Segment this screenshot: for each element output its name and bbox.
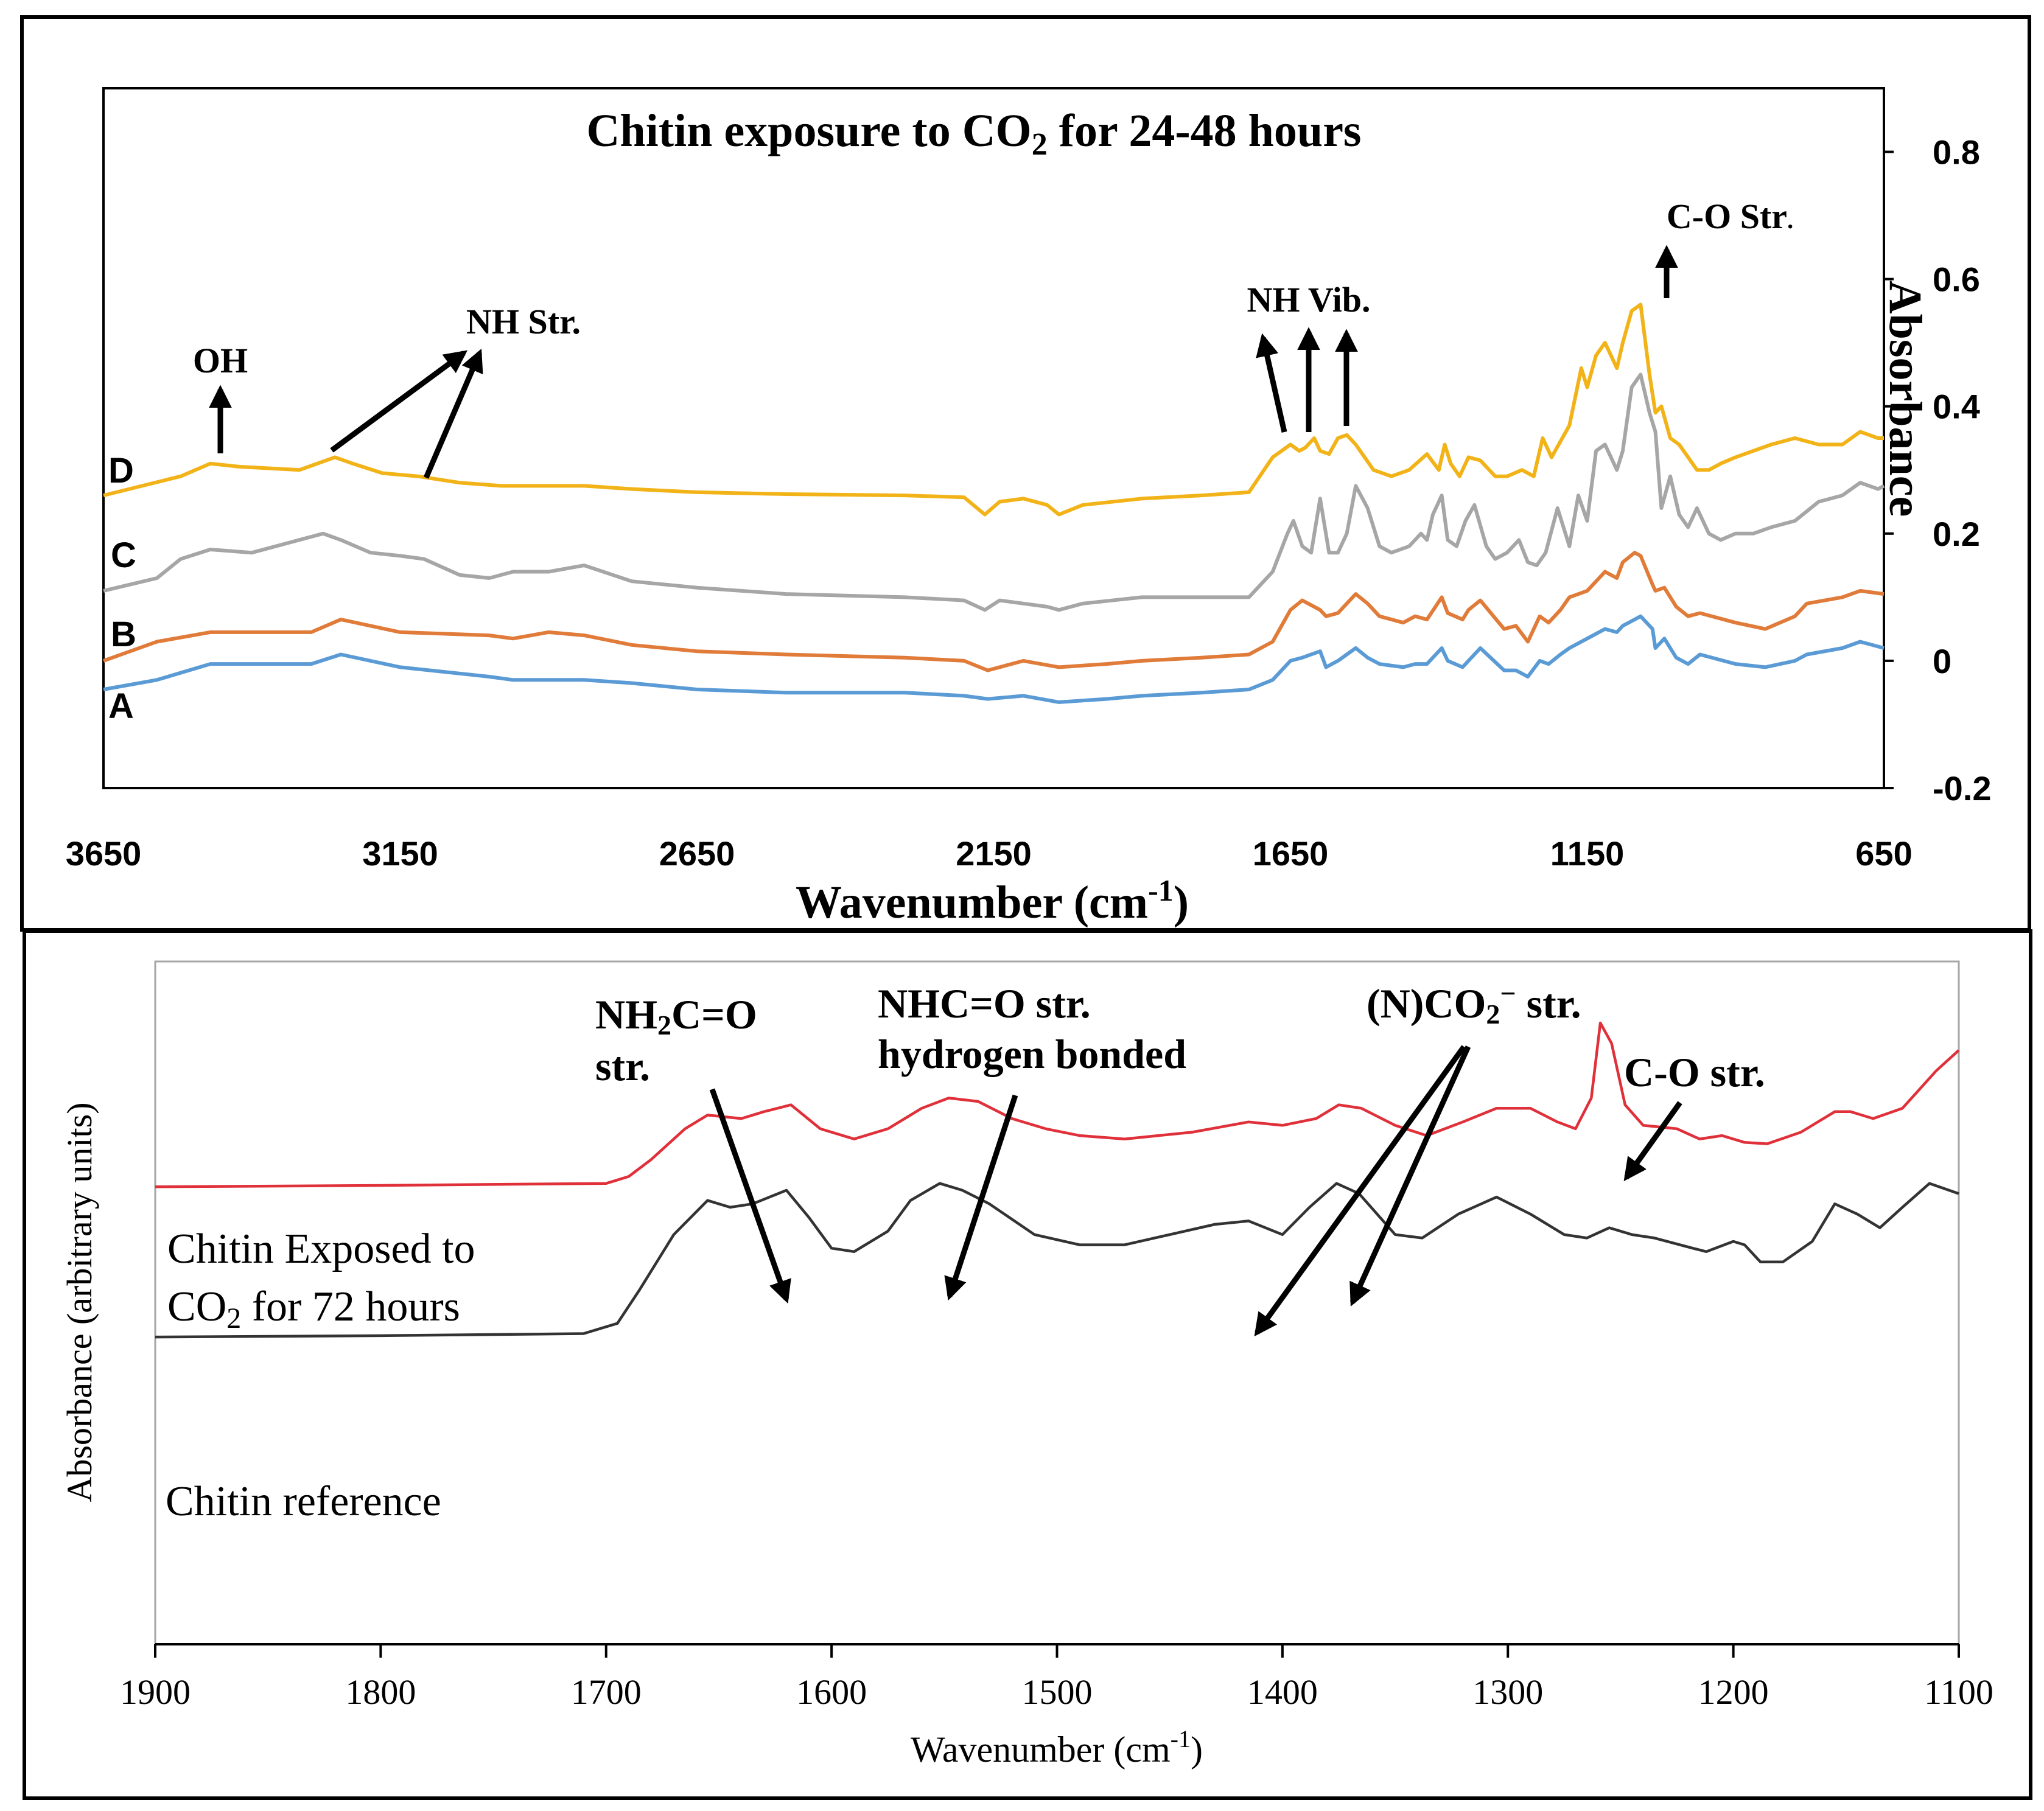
x-tick-label: 650: [1855, 834, 1912, 873]
bottom-series-group: [155, 1021, 1960, 1339]
arrow-nh-vib-1: [1256, 333, 1287, 433]
series-line-a: [103, 614, 1885, 704]
series-label-c: C: [111, 536, 136, 575]
series-label-d: D: [108, 451, 134, 490]
bottom-x-ticks: 1900 1800 1700 1600 1500 1400 1300 1200 1100: [120, 1644, 1993, 1712]
x-tick-label: 1500: [1022, 1672, 1093, 1712]
annotation-co-str: C-O Str.: [1667, 197, 1793, 236]
bottom-x-axis-label: Wavenumber (cm-1): [911, 1725, 1203, 1770]
bottom-y-axis-label: Absorbance (arbitrary units): [60, 1102, 99, 1502]
x-tick-label: 1800: [345, 1672, 416, 1712]
annotation-nh2co-line2: str.: [595, 1043, 650, 1089]
bottom-panel: 1900 1800 1700 1600 1500 1400 1300 1200 1100 Abs…: [23, 929, 2032, 1800]
x-tick-label: 1100: [1924, 1672, 1993, 1712]
annotation-nhco-line1: NHC=O str.: [878, 980, 1091, 1027]
annotation-nh-vib: NH Vib.: [1247, 280, 1370, 319]
label-exposed-line1: Chitin Exposed to: [167, 1226, 475, 1272]
arrow-nh-str-1: [330, 350, 468, 453]
series-line-d: [103, 302, 1884, 517]
y-tick-label: 0.4: [1933, 388, 1980, 426]
series-line-reference: [155, 1182, 1959, 1339]
series-line-c: [103, 372, 1885, 612]
x-tick-label: 1900: [120, 1672, 191, 1712]
x-tick-label: 2650: [659, 834, 735, 873]
series-line-exposed: [155, 1021, 1960, 1188]
top-panel: Chitin exposure to CO2 for 24-48 hours 0…: [20, 15, 2031, 932]
x-tick-label: 1150: [1550, 834, 1625, 873]
top-series-group: [102, 302, 1885, 704]
annotation-co-str-bottom: C-O str.: [1624, 1049, 1765, 1095]
annotation-nh-str: NH Str.: [466, 302, 581, 341]
y-tick-label: -0.2: [1933, 769, 1992, 808]
y-tick-label: 0: [1933, 642, 1951, 680]
arrow-nco2-2: [1349, 1045, 1471, 1307]
series-line-b: [102, 551, 1885, 672]
top-x-axis-label: Wavenumber (cm-1): [796, 873, 1189, 928]
annotation-nco2: (N)CO2− str.: [1367, 978, 1581, 1030]
top-chart-title: Chitin exposure to CO2 for 24-48 hours: [586, 105, 1361, 162]
label-reference: Chitin reference: [166, 1478, 441, 1525]
top-plot-area: [102, 87, 1885, 789]
x-tick-label: 1400: [1247, 1672, 1318, 1712]
x-tick-label: 1650: [1253, 834, 1329, 873]
top-x-ticks: 3650 3150 2650 2150 1650 1150 650: [66, 834, 1913, 873]
top-y-axis-label: Absorbance: [1880, 281, 1931, 517]
series-label-a: A: [108, 686, 134, 726]
bottom-panel-border: [23, 929, 2032, 1800]
top-y-ticks: 0.8 0.6 0.4 0.2 0 -0.2: [1884, 133, 1992, 808]
label-exposed-line2: CO2 for 72 hours: [167, 1283, 460, 1335]
arrow-nh-str-2: [423, 349, 483, 479]
y-tick-label: 0.2: [1933, 515, 1980, 553]
annotation-nhco-line2: hydrogen bonded: [878, 1031, 1186, 1077]
x-tick-label: 1200: [1698, 1672, 1769, 1712]
annotation-oh: OH: [193, 341, 248, 380]
arrow-nh2co: [709, 1088, 791, 1304]
x-tick-label: 1700: [571, 1672, 642, 1712]
series-label-b: B: [111, 615, 136, 654]
x-tick-label: 1300: [1472, 1672, 1543, 1712]
arrow-nco2-1: [1254, 1045, 1466, 1337]
x-tick-label: 3150: [362, 834, 438, 873]
annotation-nh2co-line1: NH2C=O: [595, 991, 757, 1041]
arrow-co-str-bottom: [1623, 1101, 1682, 1182]
x-tick-label: 3650: [66, 834, 142, 873]
x-tick-label: 2150: [956, 834, 1032, 873]
y-tick-label: 0.6: [1933, 260, 1980, 299]
x-tick-label: 1600: [796, 1672, 867, 1712]
y-tick-label: 0.8: [1933, 133, 1980, 172]
arrow-nhco: [944, 1094, 1018, 1301]
